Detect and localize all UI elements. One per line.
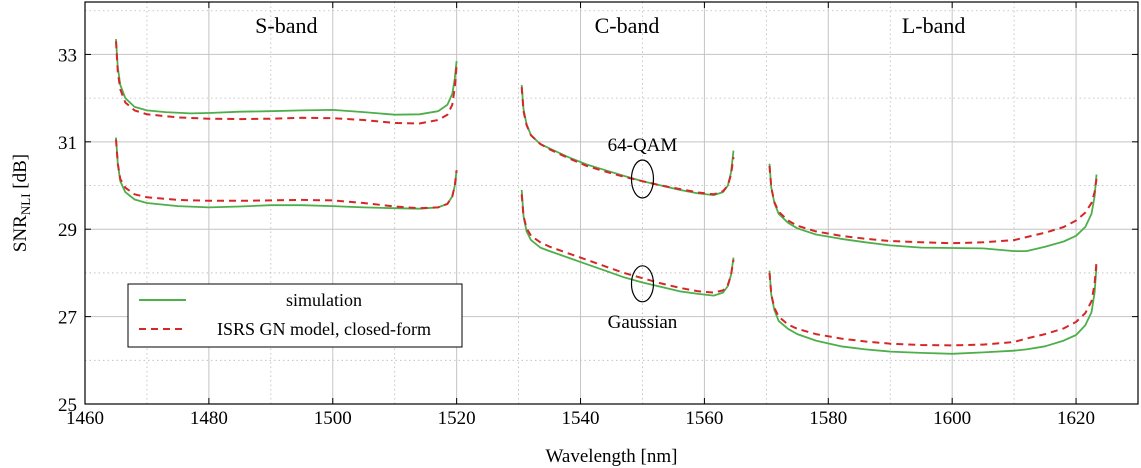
series-line-l-gaussian-simulation [768,266,1098,355]
x-tick-label: 1500 [314,408,352,429]
legend-box [127,283,463,348]
legend-label-model: ISRS GN model, closed-form [217,319,431,339]
series-line-s-gaussian-simulation [115,137,458,210]
band-label-l: L-band [902,13,966,38]
series-line-l-64qam-model [768,165,1098,245]
grid [85,2,1138,404]
x-tick-label: 1480 [190,408,228,429]
y-tick-label: 25 [58,395,77,416]
y-tick-label: 29 [58,220,77,241]
band-label-c: C-band [595,13,660,38]
legend-label-simulation: simulation [286,290,362,310]
series-line-s-64qam-model [115,41,458,125]
x-tick-label: 1560 [685,408,723,429]
annotation-gaussian: Gaussian [608,312,678,333]
y-axis-label-main: SNR [10,215,31,252]
series-line-c-gaussian-simulation [520,189,735,297]
y-tick-label: 33 [58,45,77,66]
series-line-l-64qam-simulation [768,163,1098,252]
series-line-c-64qam-model [520,87,735,196]
y-axis-label-sub: NLI [18,193,33,215]
band-label-s: S-band [255,13,317,38]
series-line-s-gaussian-model [115,139,458,210]
series-line-c-gaussian-model [520,194,735,294]
series-line-s-64qam-simulation [115,39,458,116]
plot-frame [84,1,1139,405]
series-line-l-gaussian-model [768,261,1098,347]
annotation-64qam: 64-QAM [608,135,678,156]
x-tick-label: 1600 [933,408,971,429]
y-tick-label: 27 [58,308,77,329]
series-layer [115,39,1098,355]
x-tick-label: 1620 [1057,408,1095,429]
annotations [630,159,655,303]
annotation-ellipse-64qam [630,159,655,199]
legend: simulation ISRS GN model, closed-form [127,283,463,348]
y-axis-label-unit: [dB] [10,154,31,194]
y-tick-label: 31 [58,133,77,154]
x-axis-label: Wavelength [nm] [546,446,678,467]
x-tick-label: 1580 [809,408,847,429]
y-axis-label: SNRNLI [dB] [10,154,33,252]
x-tick-label: 1520 [438,408,476,429]
ticks: 1460 1480 1500 1520 1540 1560 1580 1600 1620 25 27… [58,2,1138,429]
annotation-ellipse-gaussian [630,265,655,303]
x-tick-label: 1540 [562,408,600,429]
x-tick-label: 1460 [66,408,104,429]
